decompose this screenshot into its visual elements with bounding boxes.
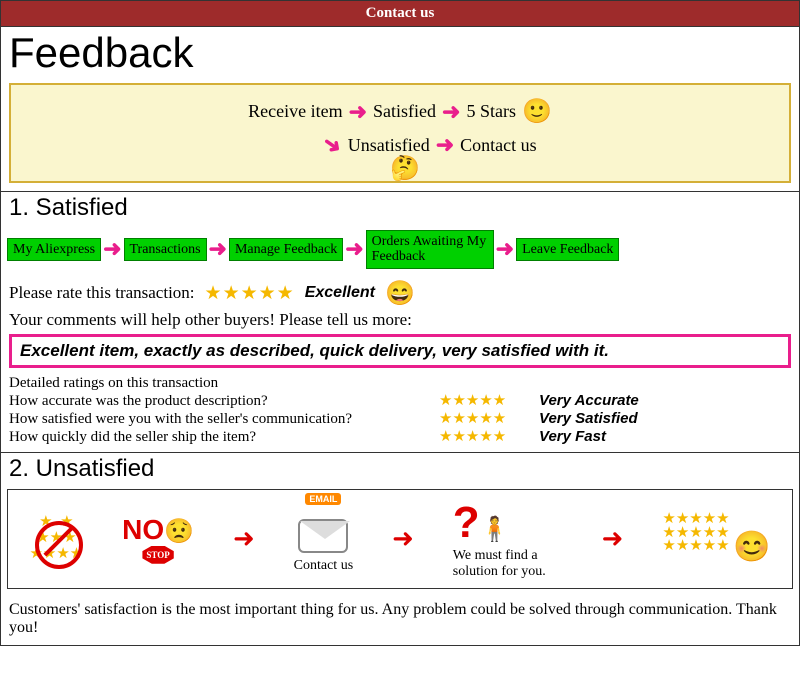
worried-icon: 😟 (164, 519, 194, 545)
arrow-red-icon: ➜ (392, 524, 414, 554)
solution-text: We must find a solution for you. (453, 548, 546, 579)
rate-label: Please rate this transaction: (9, 283, 195, 303)
detail-row: How accurate was the product description… (9, 392, 791, 410)
rate-value: Excellent (305, 284, 375, 302)
detail-row: How quickly did the seller ship the item… (9, 428, 791, 446)
thinking-icon: 🤔 (390, 156, 420, 182)
unsatisfied-row: ★ ★ ★★★ ★★★★ NO😟 STOP ➜ EMAIL Contact us… (16, 498, 784, 580)
arrow-icon: ➜ (345, 236, 363, 262)
step-box: My Aliexpress (7, 238, 101, 261)
flow-unsatisfied: Unsatisfied (348, 135, 430, 156)
detail-heading: Detailed ratings on this transaction (9, 374, 791, 392)
detail-rating: Very Accurate (539, 392, 639, 410)
email-tag: EMAIL (305, 493, 341, 505)
detail-rating: Very Fast (539, 428, 606, 446)
comment-box: Excellent item, exactly as described, qu… (9, 334, 791, 368)
detail-ratings: Detailed ratings on this transaction How… (9, 374, 791, 446)
arrow-icon: ➜ (103, 236, 121, 262)
arrow-icon: ➜ (349, 99, 367, 125)
no-text: NO (122, 514, 164, 545)
happy-icon: 😊 (733, 530, 770, 563)
arrow-icon: ➜ (209, 236, 227, 262)
step-box: Manage Feedback (229, 238, 343, 261)
flow-satisfied: Satisfied (373, 101, 436, 122)
detail-q: How accurate was the product description… (9, 392, 439, 410)
person-icon: 🧍 (480, 517, 510, 543)
footer-text: Customers' satisfaction is the most impo… (1, 595, 799, 645)
star-grid-icon: ★★★★★ ★★★★★ ★★★★★ (662, 513, 729, 554)
section1-heading: 1. Satisfied (1, 192, 799, 224)
step-box: Leave Feedback (516, 238, 619, 261)
header-bar: Contact us (1, 1, 799, 27)
smile-icon: 🙂 (522, 97, 552, 126)
flow-row-1: Receive item ➜ Satisfied ➜ 5 Stars 🙂 (19, 97, 781, 126)
section2-heading: 2. Unsatisfied (1, 453, 799, 485)
arrow-icon: ➜ (436, 132, 454, 158)
rating-block: Please rate this transaction: ★★★★★ Exce… (1, 275, 799, 452)
detail-q: How satisfied were you with the seller's… (9, 410, 439, 428)
stars-icon: ★★★★★ (439, 410, 539, 428)
page-container: Contact us Feedback Receive item ➜ Satis… (0, 0, 800, 646)
header-title: Contact us (366, 5, 435, 21)
arrow-icon: ➜ (442, 99, 460, 125)
no-stop-item: NO😟 STOP (122, 514, 194, 564)
flow-contact: Contact us (460, 135, 537, 156)
arrow-icon: ➜ (496, 236, 514, 262)
grin-icon: 😄 (385, 279, 415, 308)
detail-row: How satisfied were you with the seller's… (9, 410, 791, 428)
flow-5stars: 5 Stars (466, 101, 516, 122)
contact-item: EMAIL Contact us (294, 503, 354, 574)
flow-receive: Receive item (248, 101, 342, 122)
stars-icon: ★★★★★ (205, 282, 295, 305)
stars-icon: ★★★★★ (439, 428, 539, 446)
arrow-red-icon: ➜ (602, 524, 624, 554)
step-box: Orders Awaiting My Feedback (366, 230, 494, 269)
stop-icon: STOP (142, 546, 173, 564)
question-icon: ? (453, 498, 480, 547)
detail-q: How quickly did the seller ship the item… (9, 428, 439, 446)
crossed-stars-icon: ★ ★ ★★★ ★★★★ (29, 515, 83, 563)
stars-icon: ★★★★★ (439, 392, 539, 410)
feedback-flow-box: Receive item ➜ Satisfied ➜ 5 Stars 🙂 ➜ U… (9, 83, 791, 183)
page-title: Feedback (1, 27, 799, 79)
envelope-icon (298, 519, 348, 553)
unsatisfied-box: ★ ★ ★★★ ★★★★ NO😟 STOP ➜ EMAIL Contact us… (7, 489, 793, 589)
step-box: Transactions (124, 238, 207, 261)
contact-label: Contact us (294, 558, 354, 573)
solution-item: ?🧍 We must find a solution for you. (453, 498, 563, 580)
comments-label: Your comments will help other buyers! Pl… (9, 310, 791, 330)
satisfied-steps-flow: My Aliexpress ➜ Transactions ➜ Manage Fe… (1, 224, 799, 275)
thinking-emoji-row: 🤔 (19, 154, 781, 183)
no-stars-item: ★ ★ ★★★ ★★★★ (29, 515, 83, 563)
rate-line: Please rate this transaction: ★★★★★ Exce… (9, 279, 791, 308)
five-star-result: ★★★★★ ★★★★★ ★★★★★ 😊 (662, 513, 770, 564)
arrow-red-icon: ➜ (233, 524, 255, 554)
detail-rating: Very Satisfied (539, 410, 638, 428)
